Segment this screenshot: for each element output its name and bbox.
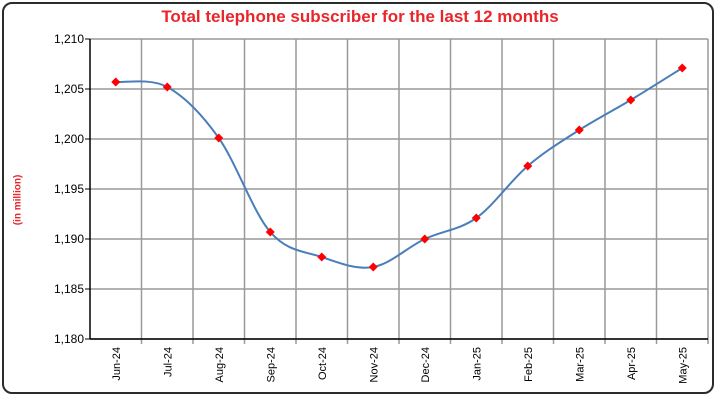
x-tick-label: Feb-25 (523, 347, 535, 382)
x-tick-label: Apr-25 (626, 347, 638, 380)
y-tick-label: 1,195 (54, 182, 84, 196)
data-point (317, 252, 327, 262)
x-tick-label: May-25 (677, 347, 689, 384)
chart-title: Total telephone subscriber for the last … (161, 7, 559, 26)
y-tick-label: 1,210 (54, 32, 84, 46)
x-tick-label: Sep-24 (265, 347, 277, 382)
x-tick-label: Mar-25 (574, 347, 586, 382)
data-point (111, 77, 121, 87)
x-tick-label: Jul-24 (162, 347, 174, 377)
data-point (214, 133, 224, 143)
x-tick-label: Oct-24 (317, 347, 329, 380)
data-point (677, 63, 687, 73)
y-tick-label: 1,200 (54, 132, 84, 146)
data-point (523, 161, 533, 171)
y-tick-label: 1,205 (54, 82, 84, 96)
x-tick-label: Dec-24 (420, 347, 432, 382)
chart-frame (2, 2, 714, 394)
x-tick-label: Aug-24 (214, 347, 226, 382)
y-tick-label: 1,180 (54, 332, 84, 346)
x-tick-label: Nov-24 (368, 347, 380, 382)
x-tick-label: Jun-24 (111, 347, 123, 381)
data-point (420, 234, 430, 244)
x-tick-label: Jan-25 (471, 347, 483, 381)
data-point (626, 95, 636, 105)
data-point (162, 82, 172, 92)
data-point (574, 125, 584, 135)
data-point (471, 213, 481, 223)
y-tick-label: 1,185 (54, 282, 84, 296)
y-tick-label: 1,190 (54, 232, 84, 246)
data-point (265, 227, 275, 237)
data-point (368, 262, 378, 272)
